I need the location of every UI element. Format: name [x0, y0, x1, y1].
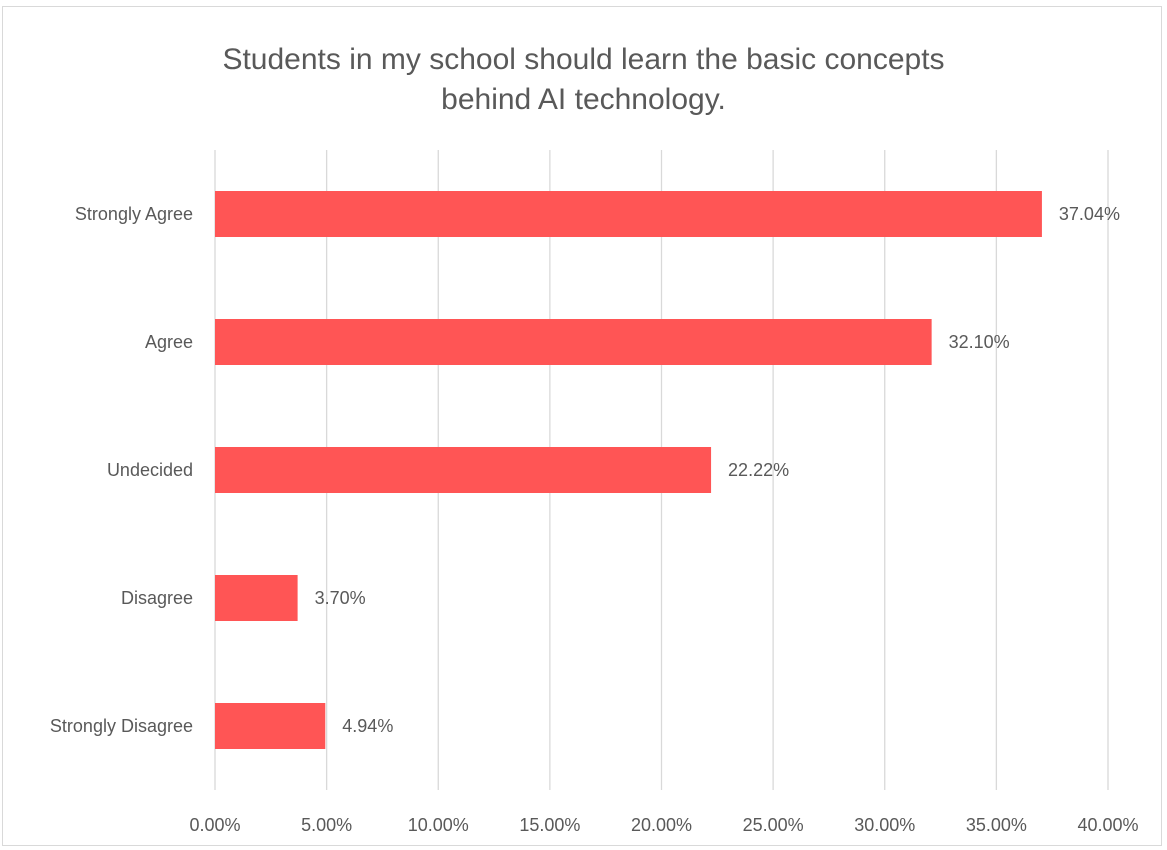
- chart-title: Students in my school should learn the b…: [0, 40, 1167, 120]
- x-tick-label: 10.00%: [408, 815, 469, 835]
- x-tick-label: 25.00%: [743, 815, 804, 835]
- category-label: Agree: [145, 332, 193, 352]
- data-label: 22.22%: [728, 460, 789, 480]
- category-label: Disagree: [121, 588, 193, 608]
- x-tick-label: 20.00%: [631, 815, 692, 835]
- bar: [215, 191, 1042, 237]
- chart-title-line-1: Students in my school should learn the b…: [222, 43, 945, 76]
- x-tick-label: 5.00%: [301, 815, 352, 835]
- bar: [215, 703, 326, 749]
- data-label: 32.10%: [949, 332, 1010, 352]
- category-label: Strongly Disagree: [50, 716, 193, 736]
- chart-title-line-2: behind AI technology.: [441, 83, 726, 116]
- data-label: 4.94%: [342, 716, 393, 736]
- x-tick-label: 0.00%: [189, 815, 240, 835]
- labels: 0.00% 5.00% 10.00% 15.00% 20.00% 25.00% 30.00%…: [50, 204, 1139, 835]
- bars: [215, 191, 1042, 749]
- category-label: Strongly Agree: [75, 204, 193, 224]
- chart-area: [2, 6, 1162, 846]
- x-tick-label: 30.00%: [854, 815, 915, 835]
- bar: [215, 319, 932, 365]
- data-label: 3.70%: [315, 588, 366, 608]
- bar: [215, 447, 712, 493]
- bar: [215, 575, 298, 621]
- x-tick-label: 40.00%: [1077, 815, 1138, 835]
- x-tick-label: 15.00%: [519, 815, 580, 835]
- x-tick-label: 35.00%: [966, 815, 1027, 835]
- data-label: 37.04%: [1059, 204, 1120, 224]
- category-label: Undecided: [107, 460, 193, 480]
